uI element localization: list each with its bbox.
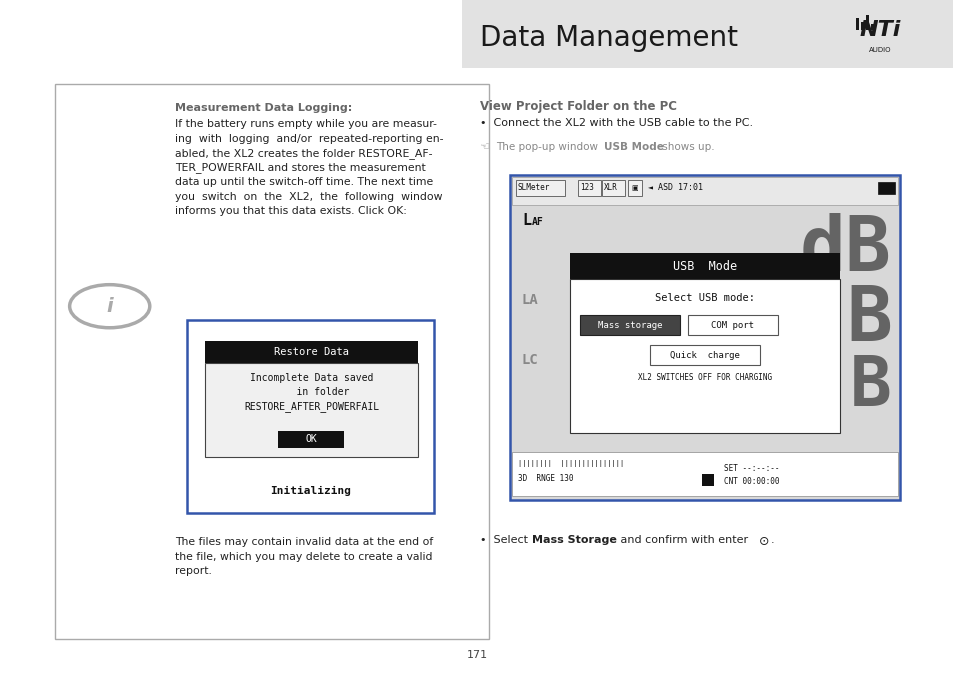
Bar: [461, 0, 953, 68]
Text: shows up.: shows up.: [659, 142, 714, 152]
Text: Quick  charge: Quick charge: [669, 351, 740, 359]
Text: ◄ ASD 17:01: ◄ ASD 17:01: [647, 184, 702, 192]
Bar: [278, 431, 344, 448]
Text: RESTORE_AFTER_POWERFAIL: RESTORE_AFTER_POWERFAIL: [244, 401, 378, 412]
Text: ||||||||  |||||||||||||||: |||||||| |||||||||||||||: [517, 460, 623, 467]
Text: and confirm with enter: and confirm with enter: [617, 535, 751, 545]
Text: View Project Folder on the PC: View Project Folder on the PC: [479, 100, 677, 113]
Bar: [187, 320, 434, 513]
Text: Incomplete Data saved: Incomplete Data saved: [250, 373, 373, 383]
Text: 123: 123: [579, 184, 594, 192]
Text: NTi: NTi: [859, 20, 900, 40]
Text: •  Connect the XL2 with the USB cable to the PC.: • Connect the XL2 with the USB cable to …: [479, 118, 752, 128]
Text: report.: report.: [174, 566, 212, 576]
Text: ☜: ☜: [479, 142, 490, 152]
Text: The pop-up window: The pop-up window: [496, 142, 600, 152]
Text: 171: 171: [466, 650, 487, 660]
Bar: [701, 474, 713, 486]
Text: USB  Mode: USB Mode: [672, 260, 737, 273]
Text: ▣: ▣: [631, 185, 638, 191]
Text: OK: OK: [305, 435, 317, 444]
Text: Select USB mode:: Select USB mode:: [655, 293, 754, 303]
Bar: [510, 175, 899, 500]
Bar: [512, 452, 897, 496]
Bar: [870, 24, 874, 30]
Text: dB: dB: [800, 213, 891, 287]
Text: 3D  RNGE 130: 3D RNGE 130: [517, 474, 573, 483]
Bar: [861, 22, 863, 30]
Text: TER_POWERFAIL and stores the measurement: TER_POWERFAIL and stores the measurement: [174, 162, 425, 174]
Text: If the battery runs empty while you are measur-: If the battery runs empty while you are …: [174, 119, 436, 129]
Bar: [55, 84, 489, 639]
Text: XLR: XLR: [603, 184, 618, 192]
Text: Mass Storage: Mass Storage: [532, 535, 617, 545]
Text: Initializing: Initializing: [270, 486, 351, 496]
Text: abled, the XL2 creates the folder RESTORE_AF-: abled, the XL2 creates the folder RESTOR…: [174, 148, 432, 159]
Text: B: B: [845, 283, 891, 357]
Text: L: L: [521, 213, 531, 228]
Text: CNT 00:00:00: CNT 00:00:00: [723, 477, 779, 486]
Bar: [569, 253, 840, 279]
Text: informs you that this data exists. Click OK:: informs you that this data exists. Click…: [174, 206, 406, 216]
Text: XL2 SWITCHES OFF FOR CHARGING: XL2 SWITCHES OFF FOR CHARGING: [638, 373, 771, 382]
Bar: [877, 182, 894, 194]
Text: SET --:--:--: SET --:--:--: [723, 464, 779, 473]
Text: AF: AF: [532, 217, 543, 227]
Bar: [649, 345, 760, 365]
Text: you  switch  on  the  XL2,  the  following  window: you switch on the XL2, the following win…: [174, 192, 442, 201]
Text: .: .: [770, 535, 774, 545]
Bar: [865, 15, 868, 30]
Text: LC: LC: [521, 353, 538, 367]
Text: Mass storage: Mass storage: [598, 320, 661, 330]
Bar: [627, 180, 641, 196]
Bar: [205, 363, 417, 457]
Text: data up until the switch-off time. The next time: data up until the switch-off time. The n…: [174, 177, 433, 187]
Text: •  Select: • Select: [479, 535, 531, 545]
Text: USB Mode: USB Mode: [603, 142, 663, 152]
Text: ing  with  logging  and/or  repeated-reporting en-: ing with logging and/or repeated-reporti…: [174, 133, 443, 143]
Text: in folder: in folder: [273, 387, 350, 397]
Text: SLMeter: SLMeter: [517, 184, 550, 192]
Text: the file, which you may delete to create a valid: the file, which you may delete to create…: [174, 551, 432, 561]
Bar: [855, 18, 859, 30]
Text: ⊙: ⊙: [759, 535, 769, 548]
Bar: [516, 180, 565, 196]
Bar: [578, 180, 601, 196]
Bar: [579, 315, 679, 335]
Bar: [601, 180, 625, 196]
Text: Measurement Data Logging:: Measurement Data Logging:: [174, 103, 352, 113]
Text: The files may contain invalid data at the end of: The files may contain invalid data at th…: [174, 537, 433, 547]
Text: COM port: COM port: [711, 320, 754, 330]
Text: B: B: [849, 353, 891, 420]
Text: Restore Data: Restore Data: [274, 347, 349, 357]
Bar: [512, 177, 897, 205]
Bar: [687, 315, 778, 335]
Text: AUDIO: AUDIO: [868, 47, 890, 53]
Text: i: i: [107, 297, 112, 316]
Bar: [569, 279, 840, 433]
Text: LA: LA: [521, 293, 538, 307]
Text: Data Management: Data Management: [479, 24, 738, 52]
Bar: [205, 341, 417, 363]
